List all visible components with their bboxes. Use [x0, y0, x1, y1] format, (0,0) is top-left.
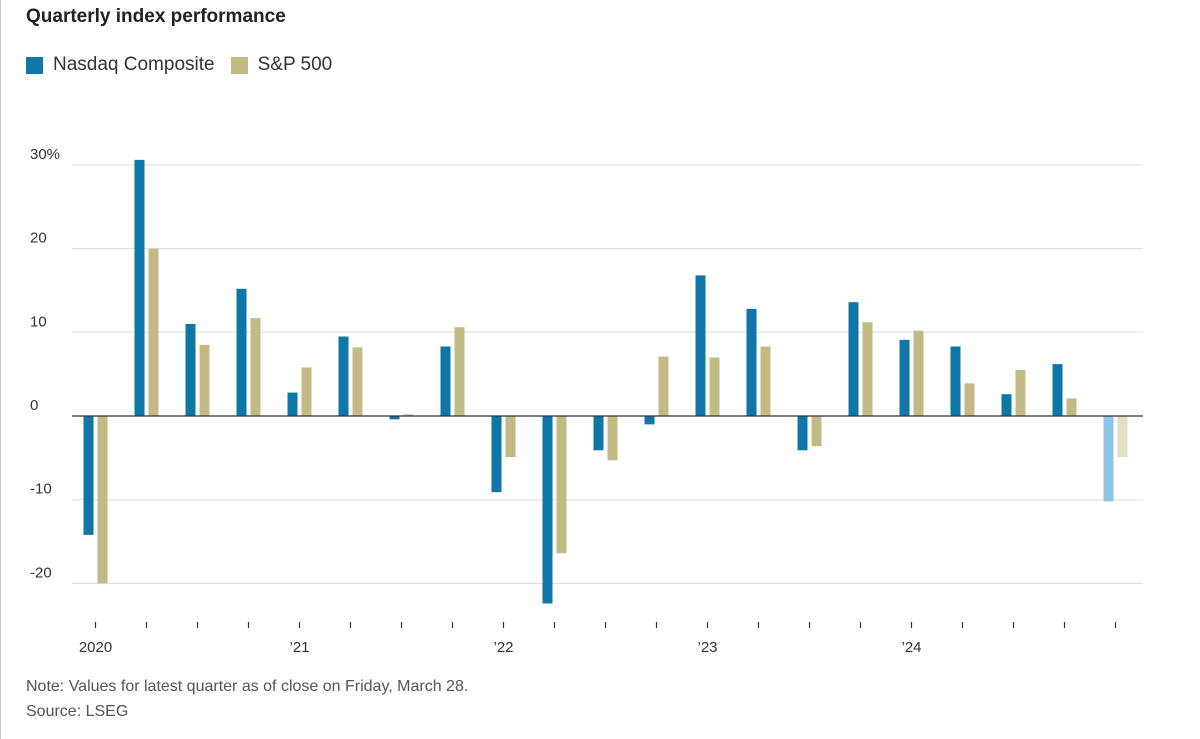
bar-nasdaq — [644, 416, 655, 425]
y-tick-label: -10 — [30, 481, 52, 498]
x-year-label: ’22 — [493, 639, 513, 656]
bar-sp500 — [607, 416, 618, 461]
legend-label-sp500: S&P 500 — [257, 54, 333, 75]
y-tick-label: -20 — [30, 564, 52, 581]
bar-nasdaq — [593, 416, 604, 451]
bar-sp500 — [148, 248, 159, 416]
bar-sp500 — [760, 346, 771, 416]
bar-sp500 — [301, 367, 312, 416]
bar-sp500 — [352, 347, 363, 416]
bar-sp500 — [658, 356, 669, 416]
bar-nasdaq — [185, 323, 196, 416]
bar-sp500 — [199, 344, 210, 416]
bar-nasdaq — [338, 336, 349, 416]
bar-sp500 — [1066, 398, 1077, 416]
bar-sp500 — [811, 416, 822, 447]
bar-nasdaq — [848, 302, 859, 416]
bar-sp500 — [403, 414, 414, 416]
bar-nasdaq — [1103, 416, 1114, 502]
bar-sp500 — [556, 416, 567, 554]
bar-sp500 — [250, 318, 261, 416]
left-frame-border — [0, 0, 1, 739]
legend-item-sp500: S&P 500 — [230, 54, 333, 76]
bar-sp500 — [454, 327, 465, 416]
bar-sp500 — [913, 330, 924, 416]
y-tick-label: 0 — [30, 397, 38, 414]
bar-sp500 — [964, 383, 975, 416]
x-year-label: ’24 — [901, 639, 921, 656]
bar-nasdaq — [899, 339, 910, 416]
bar-nasdaq — [440, 346, 451, 416]
bar-nasdaq — [797, 416, 808, 451]
bar-nasdaq — [542, 416, 553, 604]
bar-nasdaq — [1001, 394, 1012, 416]
bar-nasdaq — [236, 288, 247, 416]
legend-item-nasdaq: Nasdaq Composite — [26, 54, 215, 76]
bar-sp500 — [1015, 369, 1026, 416]
x-year-label: ’21 — [289, 639, 309, 656]
bar-sp500 — [97, 416, 108, 584]
bar-nasdaq — [746, 308, 757, 416]
bar-sp500 — [505, 416, 516, 458]
y-tick-label: 30% — [30, 146, 60, 163]
x-year-label: 2020 — [79, 639, 112, 656]
bar-nasdaq — [83, 416, 94, 535]
legend-label-nasdaq: Nasdaq Composite — [53, 54, 215, 75]
bar-sp500 — [709, 357, 720, 416]
legend-swatch-nasdaq — [26, 56, 43, 74]
x-year-label: ’23 — [697, 639, 717, 656]
bar-nasdaq — [695, 275, 706, 416]
bar-nasdaq — [134, 159, 145, 417]
bar-nasdaq — [389, 416, 400, 420]
legend-swatch-sp500 — [230, 56, 248, 74]
chart-title: Quarterly index performance — [26, 6, 286, 27]
bar-nasdaq — [1052, 364, 1063, 416]
y-tick-label: 20 — [30, 230, 47, 247]
legend: Nasdaq Composite S&P 500 — [26, 54, 348, 76]
bar-nasdaq — [491, 416, 502, 493]
bar-sp500 — [862, 322, 873, 416]
chart-note: Note: Values for latest quarter as of cl… — [26, 678, 469, 695]
bar-sp500 — [1117, 416, 1128, 458]
bar-nasdaq — [287, 392, 298, 416]
bar-nasdaq — [950, 346, 961, 416]
chart-source: Source: LSEG — [26, 703, 129, 720]
y-tick-label: 10 — [30, 313, 47, 330]
